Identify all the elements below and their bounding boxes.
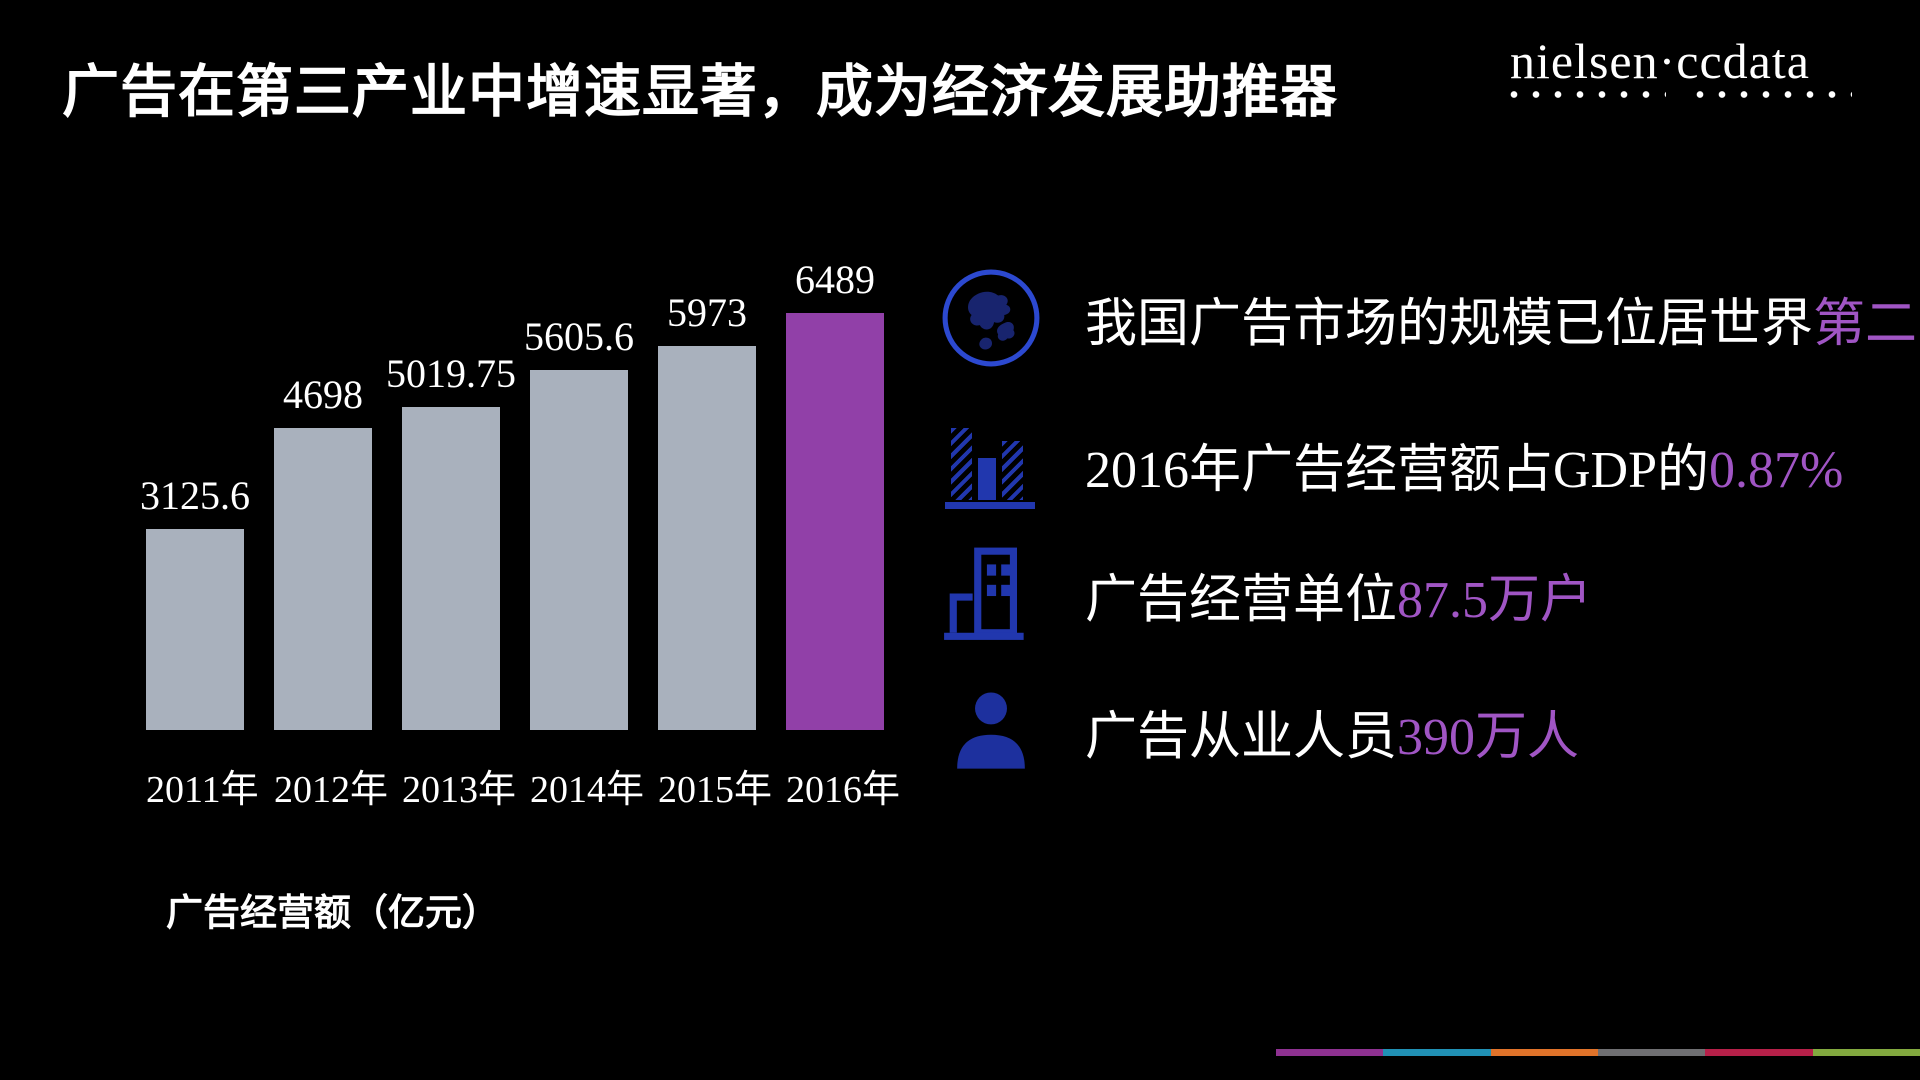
- bar-chart: 3125.6 4698 5019.75 5605.6 5973 6489: [140, 213, 884, 730]
- fact-text-highlight: 0.87%: [1709, 441, 1844, 499]
- bar: [274, 428, 372, 730]
- bar-column-2011年: 3125.6: [140, 472, 250, 730]
- fact-text: 广告经营单位87.5万户: [1085, 557, 1592, 632]
- fact-text-highlight: 第二: [1813, 295, 1918, 353]
- fact-text: 2016年广告经营额占GDP的0.87%: [1085, 427, 1843, 502]
- logo-dots: [1510, 90, 1852, 99]
- fact-row-gdp-share: 2016年广告经营额占GDP的0.87%: [938, 408, 1843, 520]
- x-axis-label: 2013年: [402, 769, 517, 811]
- bar-value-label: 5605.6: [524, 314, 634, 359]
- footer-strip-segment: [1597, 1049, 1706, 1056]
- bar-value-label: 5019.75: [386, 351, 516, 396]
- footer-color-strip: [1276, 1049, 1920, 1056]
- footer-strip-segment: [1276, 1049, 1384, 1056]
- fact-row-world-rank: 我国广告市场的规模已位居世界第二: [938, 262, 1917, 374]
- bar: [786, 313, 884, 730]
- bar-value-label: 6489: [795, 257, 875, 302]
- x-axis-label: 2015年: [658, 769, 773, 811]
- fact-text: 广告从业人员390万人: [1085, 694, 1579, 769]
- x-axis-label: 2011年: [146, 769, 259, 811]
- x-axis-label: 2014年: [530, 769, 645, 811]
- page-title: 广告在第三产业中增速显著，成为经济发展助推器: [62, 60, 1338, 124]
- chart-title: 广告经营额（亿元）: [166, 892, 499, 933]
- fact-text-main: 广告从业人员: [1085, 708, 1398, 766]
- footer-strip-segment: [1812, 1049, 1920, 1056]
- gdp-chart-icon: [938, 412, 1043, 517]
- nielsen-ccdata-logo: nielsen·ccdata: [1510, 36, 1870, 99]
- bar: [530, 370, 628, 730]
- globe-icon: [938, 266, 1043, 371]
- bar-value-label: 3125.6: [140, 473, 250, 518]
- footer-strip-segment: [1490, 1049, 1598, 1056]
- x-axis-label: 2016年: [786, 769, 901, 811]
- fact-text-main: 我国广告市场的规模已位居世界: [1085, 295, 1814, 353]
- fact-text-main: 广告经营单位: [1085, 571, 1398, 629]
- bar-value-label: 4698: [283, 372, 363, 417]
- bar-column-2016年: 6489: [786, 256, 884, 730]
- fact-text: 我国广告市场的规模已位居世界第二: [1085, 281, 1917, 356]
- building-icon: [938, 542, 1043, 647]
- fact-row-employees: 广告从业人员390万人: [938, 675, 1579, 787]
- bar-column-2014年: 5605.6: [524, 313, 634, 730]
- fact-text-main: 2016年广告经营额占GDP的: [1085, 441, 1710, 499]
- person-icon: [938, 679, 1043, 784]
- bar-column-2015年: 5973: [658, 289, 756, 730]
- bar-value-label: 5973: [667, 290, 747, 335]
- x-axis-labels: 2011年 2012年 2013年 2014年 2015年 2016年: [146, 758, 901, 813]
- bar: [402, 407, 500, 730]
- fact-text-highlight: 390万人: [1397, 708, 1580, 766]
- fact-text-highlight: 87.5万户: [1397, 571, 1593, 629]
- x-axis-label: 2012年: [274, 769, 389, 811]
- logo-text: nielsen·ccdata: [1510, 33, 1810, 89]
- bar-column-2012年: 4698: [274, 371, 372, 730]
- bar: [658, 346, 756, 730]
- bar-column-2013年: 5019.75: [386, 350, 516, 730]
- footer-strip-segment: [1383, 1049, 1491, 1056]
- footer-strip-segment: [1705, 1049, 1813, 1056]
- bar: [146, 529, 244, 730]
- fact-row-business-units: 广告经营单位87.5万户: [938, 538, 1592, 650]
